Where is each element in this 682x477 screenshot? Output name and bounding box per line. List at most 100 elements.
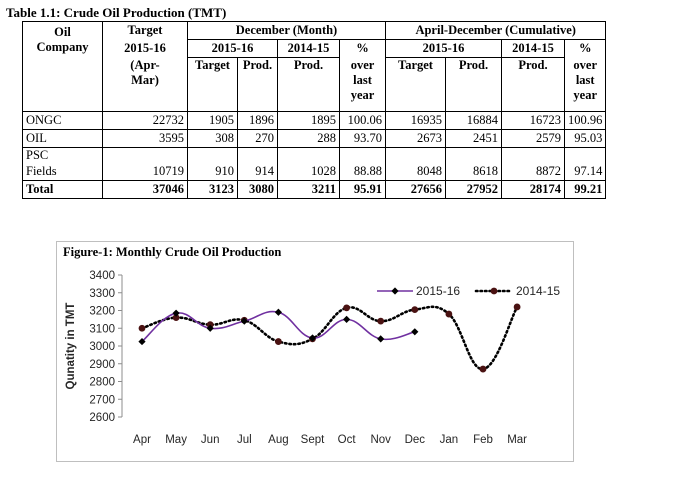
cell-dec-target: 3123 <box>187 179 238 199</box>
cell-cum-prod: 2451 <box>445 128 502 148</box>
cell-company: PSC <box>22 146 103 163</box>
cell-cum-pct: 100.96 <box>563 110 607 130</box>
data-point-2014-15 <box>445 310 453 318</box>
cell-target: 22732 <box>102 110 188 130</box>
header-december: December (Month) <box>187 21 386 40</box>
data-point-2014-15 <box>479 365 487 373</box>
cell-dec-pct: 88.88 <box>339 162 386 181</box>
cell-dec-prod-prev: 1028 <box>277 162 340 181</box>
data-point-2015-16 <box>308 334 317 342</box>
table-row-psc-top: PSC <box>22 146 607 163</box>
data-point-2015-16 <box>138 337 146 346</box>
cell-cum-prod: 8618 <box>445 162 502 181</box>
cell-dec-pct: 100.06 <box>339 110 386 130</box>
x-tick-label: Feb <box>473 434 493 446</box>
header-cum-2014: 2014-15 <box>501 39 565 58</box>
x-tick-label: Apr <box>133 434 151 446</box>
y-tick-label: 3300 <box>89 288 115 300</box>
cell-cum-prod-prev: 16723 <box>501 110 565 130</box>
monthly-production-chart: Figure-1: Monthly Crude Oil Production 26… <box>63 245 560 446</box>
y-tick-label: 3400 <box>89 270 115 282</box>
y-tick-label: 2600 <box>89 412 115 424</box>
legend-label-2014-15: 2014-15 <box>516 284 560 298</box>
x-tick-label: May <box>165 434 187 446</box>
cell-dec-target: 910 <box>187 162 238 181</box>
chart-title: Figure-1: Monthly Crude Oil Production <box>63 245 281 259</box>
header-dec-prod: Prod. <box>237 57 278 112</box>
cell-dec-prod: 270 <box>237 128 278 148</box>
data-point-2014-15 <box>411 306 419 314</box>
cell-dec-target: 308 <box>187 128 238 148</box>
crude-oil-production-table: Oil Company Target December (Month) April… <box>22 21 607 199</box>
cell-cum-pct: 95.03 <box>563 128 607 148</box>
x-tick-label: Jun <box>201 434 220 446</box>
x-tick-label: Mar <box>507 434 527 446</box>
header-cum-prod: Prod. <box>445 57 502 112</box>
cell-dec-pct: 95.91 <box>339 179 386 199</box>
data-point-2014-15 <box>275 338 282 345</box>
cell-cum-target: 16935 <box>385 110 446 130</box>
header-cum-target: Target <box>385 57 446 112</box>
y-tick-label: 3200 <box>89 306 115 318</box>
cell-target: 10719 <box>102 162 188 181</box>
header-target: Target <box>102 21 188 40</box>
header-empty <box>22 57 103 112</box>
cell-dec-prod: 1896 <box>237 110 278 130</box>
cell-company-line2: Fields <box>22 162 103 181</box>
cell-dec-prod: 914 <box>237 162 278 181</box>
x-tick-label: Nov <box>370 434 391 446</box>
header-target-year: 2015-16 <box>102 39 188 58</box>
data-point-2014-15 <box>172 314 180 321</box>
legend-marker-2014-15 <box>490 287 498 295</box>
data-point-2015-16 <box>377 335 385 343</box>
header-cumulative: April-December (Cumulative) <box>384 21 607 40</box>
cell-cum-prod-prev: 28174 <box>501 179 565 199</box>
cell-dec-pct: 93.70 <box>339 128 386 148</box>
header-cum-prod-prev: Prod. <box>501 57 565 112</box>
data-point-2014-15 <box>377 317 385 325</box>
x-tick-label: Dec <box>405 434 426 446</box>
table-row-total: Total 37046 3123 3080 3211 95.91 27656 2… <box>22 179 607 199</box>
table-row: ONGC 22732 1905 1896 1895 100.06 16935 1… <box>22 110 607 130</box>
data-point-2014-15 <box>343 304 350 312</box>
cell-target: 3595 <box>102 128 188 148</box>
legend-marker-2015-16 <box>391 287 399 295</box>
cell-dec-prod-prev: 3211 <box>277 179 340 199</box>
cell-target: 37046 <box>102 179 188 199</box>
cell-company: Total <box>22 179 103 199</box>
chart-area: Figure-1: Monthly Crude Oil Production 26… <box>56 241 574 462</box>
data-point-2015-16 <box>343 315 351 323</box>
data-point-2015-16 <box>206 324 214 332</box>
table-row: OIL 3595 308 270 288 93.70 2673 2451 257… <box>22 128 607 148</box>
header-dec-prod-prev: Prod. <box>277 57 340 112</box>
cell-cum-prod-prev: 2579 <box>501 128 565 148</box>
header-dec-2014: 2014-15 <box>277 39 340 58</box>
header-cum-pct-rest: over last year <box>563 57 607 112</box>
data-point-2015-16 <box>411 328 419 336</box>
header-target-period: (Apr- Mar) <box>102 57 188 112</box>
series-line-2015-16 <box>141 310 415 343</box>
header-dec-target: Target <box>187 57 238 112</box>
cell-cum-pct: 99.21 <box>563 179 607 199</box>
cell-dec-prod: 3080 <box>237 179 278 199</box>
x-tick-label: Jan <box>440 434 459 446</box>
cell-company: ONGC <box>22 110 103 130</box>
y-tick-label: 2700 <box>89 394 115 406</box>
cell-cum-pct: 97.14 <box>563 162 607 181</box>
cell-cum-target: 2673 <box>385 128 446 148</box>
y-tick-label: 3100 <box>89 323 115 335</box>
series-line-2014-15 <box>140 305 519 371</box>
table-title: Table 1.1: Crude Oil Production (TMT) <box>6 5 227 20</box>
cell-cum-prod: 27952 <box>445 179 502 199</box>
cell-company: OIL <box>22 128 103 148</box>
header-dec-2015: 2015-16 <box>187 39 278 58</box>
data-point-2015-16 <box>274 308 282 316</box>
cell-cum-target: 27656 <box>385 179 446 199</box>
y-tick-label: 2800 <box>89 377 115 389</box>
data-point-2014-15 <box>138 324 146 332</box>
cell-dec-target: 1905 <box>187 110 238 130</box>
data-point-2014-15 <box>513 303 521 311</box>
cell-dec-prod-prev: 288 <box>277 128 340 148</box>
cell-cum-prod-prev: 8872 <box>501 162 565 181</box>
x-tick-label: Sept <box>301 434 325 446</box>
